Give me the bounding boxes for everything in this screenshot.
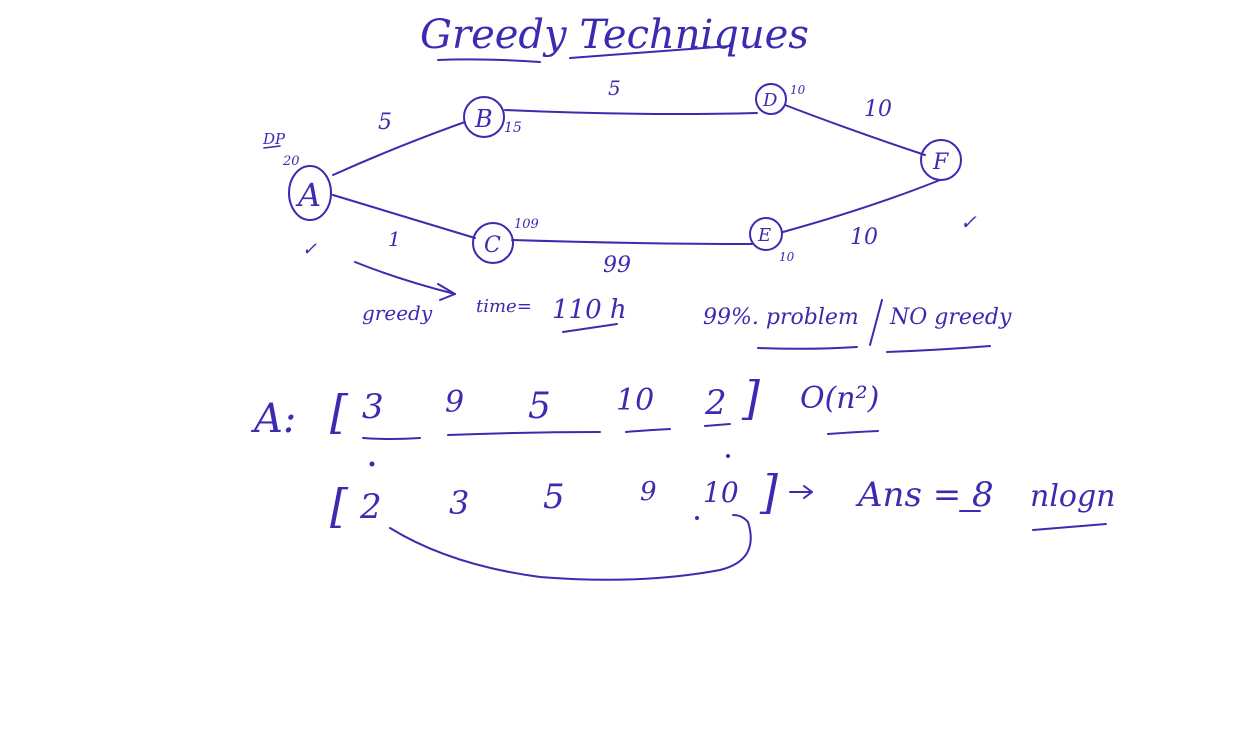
time-value: 110 h (552, 295, 627, 325)
node-b: B 15 (463, 96, 522, 138)
node-a-label: A (295, 176, 321, 214)
dp-underline (263, 145, 281, 149)
sorted-item: 10 (703, 476, 739, 509)
sorted-open-bracket: [ (330, 479, 349, 533)
edge-a-c (332, 194, 476, 239)
node-a: A 20 (282, 154, 332, 221)
check-mark-left: ✓ (302, 239, 317, 260)
array-item: 2 (704, 383, 727, 423)
title-underline-left (437, 58, 541, 63)
problem-note-underline (757, 346, 858, 350)
edge-c-e (511, 239, 753, 245)
weight-e-f: 10 (850, 225, 878, 250)
node-f-label: F (932, 150, 949, 175)
node-c: C 109 (472, 217, 539, 264)
node-f: F (920, 139, 962, 181)
answer-label: Ans = 8 (855, 475, 994, 515)
greedy-label: greedy (362, 301, 433, 325)
answer-arrow-head (803, 485, 813, 499)
time-value-underline (562, 323, 618, 333)
dp-label: DP (262, 130, 286, 148)
weight-b-d: 5 (608, 76, 621, 100)
greedy-arrow-head (437, 283, 456, 301)
sorted-item: 2 (359, 487, 382, 527)
page-title: Greedy Techniques (420, 12, 809, 58)
sorted-close-bracket: ] (759, 465, 778, 519)
node-e: E 10 (749, 217, 795, 264)
array-label: A: (250, 396, 296, 442)
sorted-complexity: nlogn (1030, 479, 1116, 514)
pair-connector-curve (389, 514, 752, 581)
array-underline-4 (704, 423, 731, 427)
node-e-annotation: 10 (779, 250, 795, 264)
greedy-arrow-shaft (354, 261, 456, 295)
array-underline-2 (447, 431, 601, 436)
weight-c-e: 99 (603, 253, 631, 278)
array-close-bracket: ] (741, 371, 760, 425)
weight-a-b: 5 (378, 110, 392, 135)
node-c-label: C (484, 233, 501, 258)
original-complexity-underline (827, 430, 879, 435)
array-item: 5 (528, 386, 551, 427)
node-e-label: E (757, 225, 771, 246)
sorted-item: 9 (640, 477, 657, 507)
original-complexity: O(n²) (800, 381, 879, 416)
slash-divider (869, 299, 883, 346)
node-d-label: D (762, 90, 778, 111)
array-item: 3 (362, 387, 384, 427)
marker-dot (369, 461, 375, 467)
marker-dot (726, 454, 730, 458)
check-mark-right: ✓ (960, 210, 977, 234)
title-underline-right (569, 45, 731, 59)
array-item: 10 (616, 383, 654, 418)
array-item: 9 (445, 385, 464, 420)
sorted-complexity-underline (1032, 523, 1107, 531)
weight-a-c: 1 (388, 227, 401, 251)
node-b-label: B (474, 105, 493, 133)
edge-d-f (784, 104, 926, 156)
edge-b-d (504, 109, 758, 115)
node-a-annotation: 20 (282, 154, 300, 169)
weight-d-f: 10 (864, 97, 892, 122)
array-underline-3 (625, 428, 671, 433)
problem-note: 99%. problem (703, 305, 859, 330)
array-underline-1 (362, 437, 421, 440)
marker-dot (695, 516, 699, 520)
edge-a-b (332, 121, 466, 176)
no-greedy-note: NO greedy (889, 305, 1012, 330)
sorted-item: 3 (449, 484, 469, 522)
time-label: time= (476, 296, 532, 317)
no-greedy-underline (886, 345, 991, 353)
array-open-bracket: [ (330, 385, 349, 439)
node-d: D 10 (755, 83, 806, 115)
edge-e-f (782, 179, 941, 233)
node-b-annotation: 15 (504, 120, 522, 136)
node-d-annotation: 10 (790, 83, 806, 97)
node-c-annotation: 109 (514, 217, 539, 232)
sorted-item: 5 (543, 477, 565, 517)
